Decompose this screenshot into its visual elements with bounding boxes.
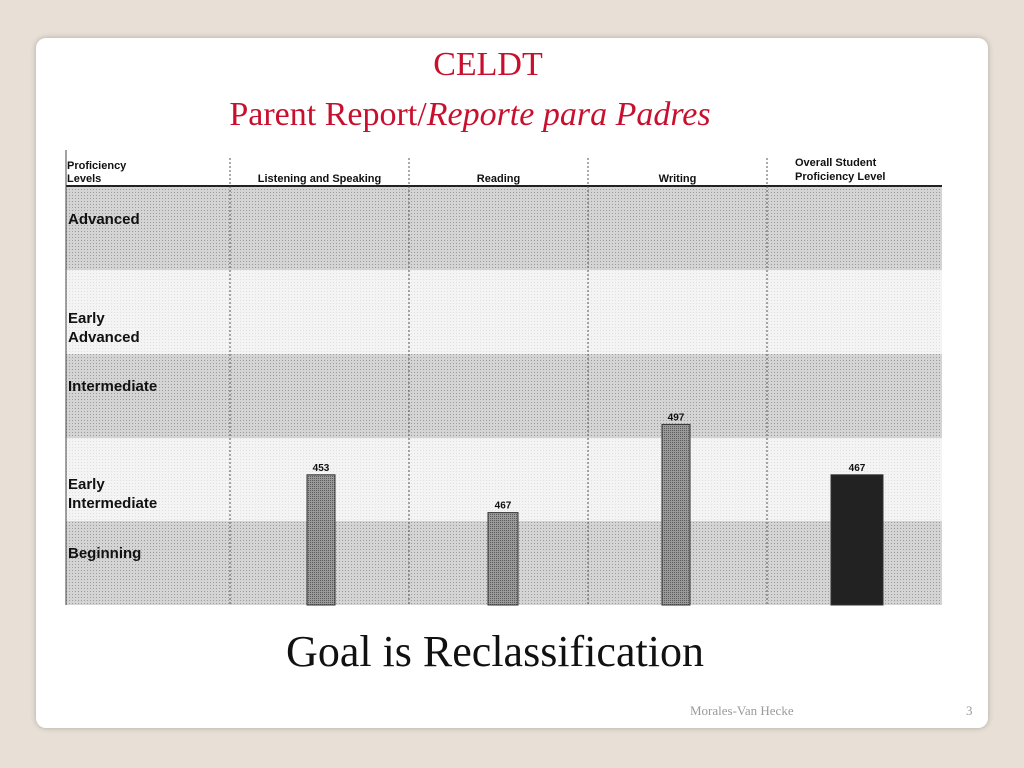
level-label-4-0: Beginning bbox=[68, 545, 141, 562]
bar-1 bbox=[487, 512, 519, 606]
column-header-0: Listening and Speaking bbox=[258, 173, 381, 185]
level-label-0-0: Advanced bbox=[68, 211, 140, 228]
level-label-3-0: Early bbox=[68, 476, 105, 493]
bar-0 bbox=[306, 474, 336, 606]
footer-author: Morales-Van Hecke bbox=[690, 703, 794, 718]
bar-label-2: 497 bbox=[668, 412, 685, 423]
level-label-1-1: Advanced bbox=[68, 329, 140, 346]
bar-label-0: 453 bbox=[313, 463, 330, 474]
overall-header-line2: Proficiency Level bbox=[795, 171, 886, 183]
band-1 bbox=[66, 270, 942, 354]
slide-title: CELDT bbox=[433, 46, 543, 83]
goal-text: Goal is Reclassification bbox=[286, 627, 704, 676]
row-header-line2: Levels bbox=[67, 173, 101, 185]
slide-subtitle: Parent Report/Reporte para Padres bbox=[0, 95, 940, 135]
column-header-2: Writing bbox=[659, 173, 697, 185]
bar-label-1: 467 bbox=[495, 501, 512, 512]
band-2 bbox=[66, 354, 942, 438]
band-0 bbox=[66, 186, 942, 270]
slide-number: 3 bbox=[966, 703, 973, 718]
level-label-3-1: Intermediate bbox=[68, 495, 157, 512]
column-header-1: Reading bbox=[477, 173, 520, 185]
subtitle-regular: Parent Report/ bbox=[229, 96, 427, 133]
subtitle-italic: Reporte para Padres bbox=[426, 96, 711, 133]
overall-header-line1: Overall Student bbox=[795, 157, 877, 169]
level-label-2-0: Intermediate bbox=[68, 378, 157, 395]
row-header-line1: Proficiency bbox=[67, 160, 127, 172]
level-label-1-0: Early bbox=[68, 310, 105, 327]
bar-2 bbox=[661, 423, 691, 606]
overall-bar-label: 467 bbox=[849, 463, 866, 474]
band-3 bbox=[66, 438, 942, 521]
overall-bar bbox=[830, 474, 884, 606]
